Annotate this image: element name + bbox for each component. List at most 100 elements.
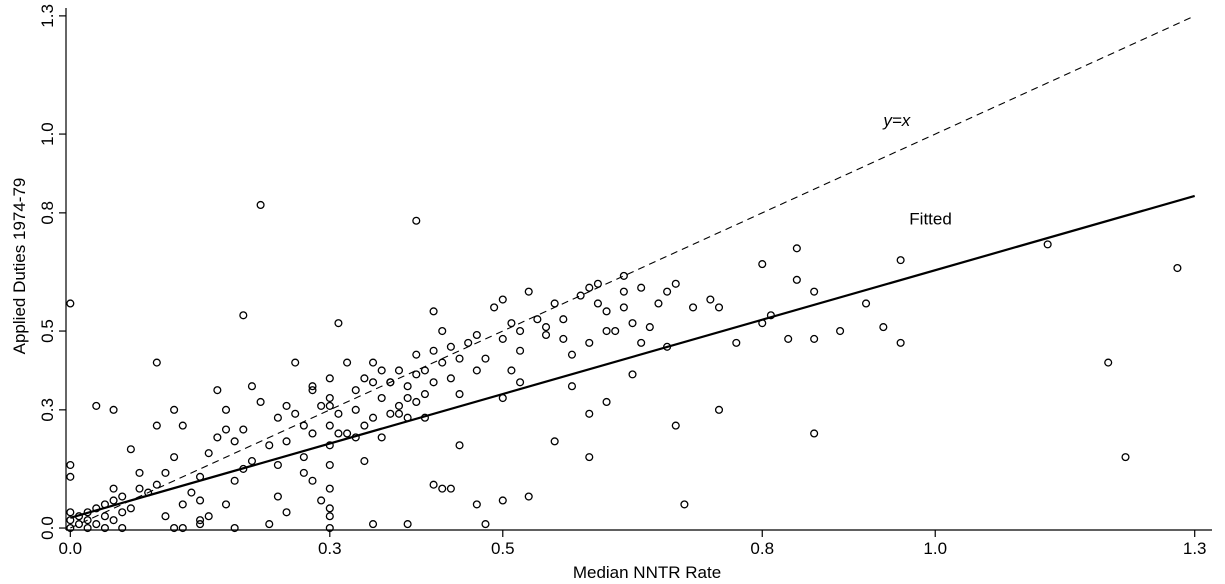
- data-point: [126, 445, 135, 454]
- data-point: [498, 295, 507, 304]
- data-point: [325, 523, 334, 533]
- data-point: [308, 429, 317, 438]
- data-points: [66, 200, 1182, 533]
- data-point: [66, 508, 75, 517]
- data-point: [308, 386, 317, 395]
- data-point: [334, 429, 343, 438]
- data-point: [619, 287, 628, 296]
- data-point: [109, 516, 118, 525]
- data-point: [273, 460, 282, 470]
- data-point: [221, 405, 231, 414]
- data-point: [896, 256, 905, 265]
- data-point: [654, 299, 663, 308]
- x-tick-label: 0.0: [59, 539, 83, 558]
- data-point: [386, 409, 395, 418]
- data-point: [637, 283, 646, 292]
- data-point: [671, 279, 680, 288]
- data-point: [265, 441, 274, 450]
- data-point: [343, 358, 352, 367]
- data-point: [585, 338, 594, 347]
- data-point: [368, 413, 378, 422]
- data-point: [602, 397, 611, 407]
- data-point: [74, 512, 84, 521]
- data-point: [100, 523, 109, 533]
- data-point: [714, 405, 724, 414]
- data-point: [628, 319, 637, 328]
- data-point: [325, 401, 334, 410]
- data-point: [282, 401, 291, 410]
- data-point: [196, 520, 205, 529]
- data-point: [516, 346, 525, 355]
- data-point: [611, 326, 620, 336]
- data-point: [204, 512, 213, 521]
- data-point: [92, 520, 101, 529]
- data-point: [472, 330, 481, 340]
- data-point: [541, 323, 551, 332]
- axes: [65, 8, 1212, 531]
- y-tick-label: 0.5: [38, 319, 57, 343]
- data-point: [74, 520, 84, 529]
- data-point: [550, 437, 559, 446]
- data-point: [196, 496, 205, 505]
- data-point: [282, 508, 291, 517]
- data-point: [533, 315, 542, 324]
- data-point: [178, 500, 187, 509]
- data-point: [464, 338, 473, 347]
- data-point: [792, 244, 801, 253]
- data-point: [334, 409, 343, 418]
- data-point: [1121, 453, 1130, 462]
- data-point: [325, 512, 334, 521]
- data-point: [317, 496, 326, 505]
- data-point: [403, 413, 412, 422]
- data-point: [144, 488, 153, 497]
- data-point: [325, 460, 334, 470]
- x-tick-label: 0.8: [750, 539, 774, 558]
- data-point: [334, 319, 343, 328]
- data-point: [351, 433, 360, 442]
- y-tick-label: 0.0: [38, 516, 57, 540]
- data-point: [585, 409, 594, 418]
- data-point: [602, 326, 611, 336]
- data-point: [637, 338, 646, 347]
- fitted-line: [70, 194, 1196, 519]
- data-point: [256, 200, 265, 210]
- data-point: [645, 323, 654, 332]
- data-point: [438, 484, 447, 493]
- data-point: [351, 405, 360, 414]
- data-point: [299, 468, 308, 477]
- x-axis-label: Median NNTR Rate: [573, 563, 721, 582]
- data-point: [524, 287, 533, 296]
- data-point: [135, 484, 144, 493]
- data-point: [299, 421, 308, 430]
- data-point: [507, 366, 516, 375]
- data-point: [455, 354, 464, 363]
- data-point: [291, 358, 300, 367]
- data-point: [126, 504, 135, 513]
- data-point: [455, 441, 464, 450]
- x-tick-label: 1.3: [1183, 539, 1207, 558]
- data-point: [516, 326, 525, 336]
- data-point: [585, 453, 594, 462]
- data-point: [66, 299, 75, 308]
- data-point: [291, 409, 300, 418]
- data-point: [83, 523, 92, 533]
- data-point: [1043, 240, 1052, 249]
- data-point: [671, 421, 680, 430]
- data-point: [420, 390, 429, 399]
- data-point: [343, 429, 352, 438]
- data-point: [213, 433, 222, 442]
- data-point: [386, 378, 395, 387]
- data-point: [377, 393, 386, 403]
- data-point: [585, 283, 594, 292]
- data-point: [758, 319, 767, 328]
- data-point: [836, 326, 845, 336]
- data-point: [516, 378, 525, 387]
- data-point: [221, 500, 231, 509]
- data-point: [559, 315, 568, 324]
- data-point: [714, 303, 724, 312]
- data-point: [481, 354, 490, 363]
- data-point: [152, 480, 161, 489]
- identity-line: [70, 15, 1195, 529]
- data-point: [178, 523, 187, 533]
